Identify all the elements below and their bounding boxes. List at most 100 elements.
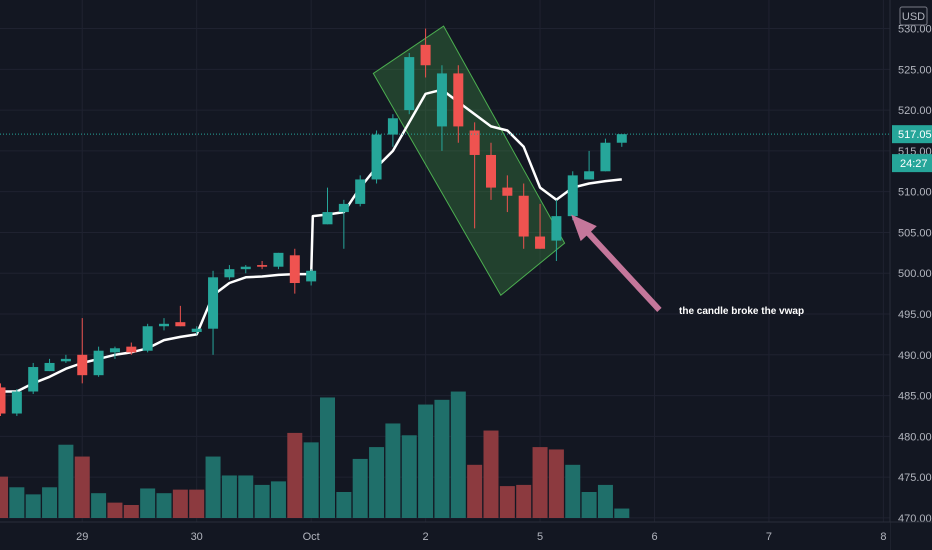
- candle: [306, 269, 317, 286]
- volume-bars: [0, 391, 630, 518]
- price-tick-label: 495.00: [898, 309, 932, 321]
- volume-bar: [499, 486, 515, 518]
- candle: [616, 134, 627, 147]
- candle-body: [371, 134, 382, 180]
- candle-body: [584, 171, 595, 180]
- arrow-shape: [571, 214, 662, 312]
- descending-channel-drawing: [372, 25, 566, 297]
- price-tick-label: 525.00: [898, 64, 932, 76]
- time-tick-label: 6: [651, 531, 657, 543]
- volume-bar: [467, 464, 483, 518]
- candle-body: [191, 328, 202, 332]
- candle: [11, 389, 22, 416]
- candle-body: [93, 350, 104, 376]
- price-tick-label: 520.00: [898, 105, 932, 117]
- candle: [322, 187, 333, 225]
- price-tick-label: 530.00: [898, 24, 932, 36]
- volume-bar: [352, 458, 368, 518]
- candle: [142, 323, 153, 353]
- candle: [436, 65, 447, 151]
- price-tick-label: 510.00: [898, 187, 932, 199]
- candle-body: [616, 134, 627, 143]
- countdown-badge: [892, 154, 932, 173]
- volume-bar: [483, 430, 499, 518]
- candle-body: [28, 367, 39, 392]
- volume-bar: [107, 502, 123, 518]
- volume-bar: [205, 456, 221, 518]
- last-price-label: 517.05: [898, 129, 932, 141]
- currency-button[interactable]: USD: [899, 6, 928, 26]
- candle-body: [355, 179, 366, 204]
- candle: [551, 199, 562, 261]
- volume-bar: [9, 487, 25, 518]
- candle: [453, 65, 464, 143]
- candle: [273, 252, 284, 270]
- price-axis-background: [890, 0, 932, 550]
- candle-body: [453, 73, 464, 127]
- volume-bar: [450, 391, 466, 518]
- volume-bar: [548, 449, 564, 518]
- volume-bar: [532, 447, 548, 518]
- annotation-text: the candle broke the vwap: [679, 306, 804, 317]
- volume-bar: [614, 508, 630, 518]
- price-tick-label: 470.00: [898, 513, 932, 525]
- candle: [0, 383, 6, 416]
- volume-bar: [270, 481, 286, 518]
- price-tick-label: 500.00: [898, 268, 932, 280]
- candle-body: [44, 362, 55, 372]
- volume-bar: [369, 447, 385, 518]
- volume-bar: [156, 493, 172, 518]
- candle-body: [289, 255, 300, 284]
- volume-bar: [401, 435, 417, 518]
- volume-bar: [565, 464, 581, 518]
- currency-label: USD: [902, 11, 925, 23]
- candle-body: [420, 44, 431, 66]
- time-tick-label: Oct: [303, 531, 320, 543]
- time-tick-label: 5: [537, 531, 543, 543]
- candle-body: [535, 236, 546, 249]
- candle-body: [60, 358, 71, 362]
- candle: [404, 53, 415, 115]
- volume-bar: [336, 492, 352, 518]
- time-axis-background: [0, 522, 890, 550]
- candles: [0, 28, 627, 416]
- candle: [567, 171, 578, 221]
- time-tick-label: 30: [191, 531, 203, 543]
- volume-bar: [434, 399, 450, 518]
- candle-body: [126, 346, 137, 353]
- candle: [257, 261, 268, 270]
- candle-body: [518, 195, 529, 237]
- candle: [420, 28, 431, 78]
- volume-bar: [172, 489, 188, 518]
- time-axis: 29 30 Oct 2 5 6 7 8: [0, 521, 932, 550]
- volume-bar: [385, 423, 401, 518]
- price-tick-label: 485.00: [898, 391, 932, 403]
- candle-body: [273, 252, 284, 267]
- volume-bar: [597, 484, 613, 518]
- candle-body: [306, 270, 317, 282]
- candle-body: [142, 326, 153, 351]
- candle-body: [11, 391, 22, 414]
- vwap-line: [0, 88, 622, 393]
- candle-body: [502, 187, 513, 196]
- time-tick-label: 8: [880, 531, 886, 543]
- candle-body: [404, 57, 415, 111]
- candle-body: [159, 323, 169, 327]
- volume-bar: [91, 493, 107, 518]
- candle-body: [469, 130, 480, 155]
- time-tick-label: 2: [423, 531, 429, 543]
- annotation-arrow: [571, 214, 662, 312]
- candle: [535, 203, 546, 249]
- candle: [191, 326, 202, 335]
- time-tick-label: 29: [76, 531, 88, 543]
- candle: [28, 362, 39, 394]
- candle: [175, 305, 186, 327]
- volume-bar: [581, 492, 597, 518]
- candle: [355, 175, 366, 207]
- candle: [584, 150, 595, 180]
- volume-bar: [320, 397, 335, 518]
- last-price-badge: [892, 125, 932, 144]
- volume-bar: [74, 456, 90, 518]
